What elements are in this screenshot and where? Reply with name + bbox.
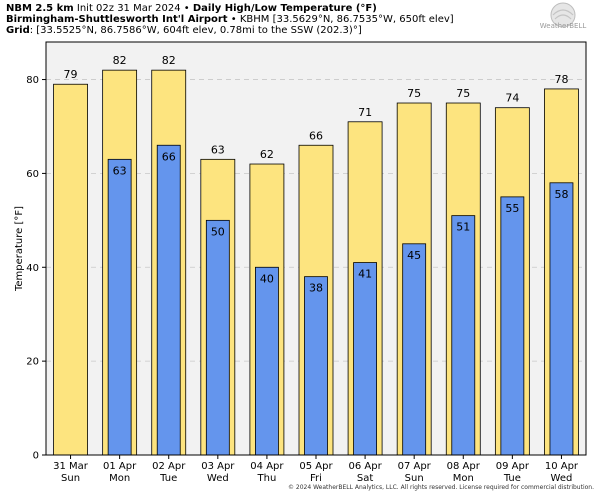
- copyright-notice: © 2024 WeatherBELL Analytics, LLC. All r…: [288, 484, 594, 491]
- x-tick-day: Mon: [453, 473, 474, 484]
- x-tick-day: Fri: [310, 473, 322, 484]
- low-temp-label: 41: [358, 268, 372, 281]
- low-temp-label: 66: [162, 150, 176, 163]
- station-info: • KBHM [33.5629°N, 86.7535°W, 650ft elev…: [227, 14, 454, 25]
- header-line-1: NBM 2.5 km Init 02z 31 Mar 2024 • Daily …: [6, 3, 377, 15]
- low-temp-label: 45: [407, 249, 421, 262]
- y-tick-label: 60: [26, 169, 39, 180]
- high-temp-label: 62: [260, 148, 274, 161]
- station-name: Birmingham-Shuttlesworth Int'l Airport: [6, 14, 228, 25]
- grid-info: : [33.5525°N, 86.7586°W, 604ft elev, 0.7…: [29, 25, 362, 36]
- x-tick-date: 02 Apr: [152, 461, 186, 472]
- init-time: Init 02z 31 Mar 2024 •: [73, 3, 193, 14]
- x-tick-day: Mon: [109, 473, 130, 484]
- x-tick-date: 06 Apr: [348, 461, 382, 472]
- y-tick-label: 0: [33, 451, 39, 462]
- x-tick-date: 05 Apr: [299, 461, 333, 472]
- x-tick-day: Sun: [405, 473, 424, 484]
- x-tick-day: Wed: [551, 473, 573, 484]
- low-temp-bar: [549, 182, 574, 456]
- low-temp-bar: [500, 196, 525, 456]
- low-temp-label: 55: [505, 202, 519, 215]
- x-tick-day: Wed: [207, 473, 229, 484]
- low-temp-bar: [255, 266, 279, 456]
- x-tick-day: Thu: [257, 473, 277, 484]
- bars: 79 82 63 82 66 63 50 62 40 66 38 71 41 75 45 75 51 74 55 78…: [53, 54, 579, 456]
- x-tick-date: 07 Apr: [398, 461, 432, 472]
- chart-title: Daily High/Low Temperature (°F): [192, 3, 377, 14]
- high-temp-label: 75: [407, 87, 421, 100]
- x-tick-date: 10 Apr: [545, 461, 579, 472]
- x-tick-date: 08 Apr: [447, 461, 481, 472]
- high-temp-label: 66: [309, 129, 323, 142]
- high-temp-label: 82: [113, 54, 127, 67]
- high-temp-bar: [53, 83, 88, 456]
- x-tick-day: Sun: [61, 473, 80, 484]
- low-temp-bar: [107, 158, 132, 456]
- high-temp-label: 71: [358, 106, 372, 119]
- x-tick-day: Sat: [357, 473, 373, 484]
- x-tick-date: 01 Apr: [103, 461, 137, 472]
- low-temp-label: 38: [309, 282, 323, 295]
- high-temp-label: 75: [456, 87, 470, 100]
- high-temp-label: 79: [64, 68, 78, 81]
- x-tick-date: 09 Apr: [496, 461, 530, 472]
- header-line-3: Grid: [33.5525°N, 86.7586°W, 604ft elev,…: [6, 25, 362, 37]
- grid-label: Grid: [6, 25, 30, 36]
- logo-text: WeatherBELL: [540, 22, 587, 30]
- low-temp-label: 40: [260, 272, 274, 285]
- low-temp-bar: [353, 262, 377, 456]
- low-temp-label: 63: [113, 164, 127, 177]
- y-axis: 0 20 40 60 80: [26, 75, 46, 462]
- high-temp-label: 82: [162, 54, 176, 67]
- model-name: NBM 2.5 km: [6, 3, 74, 14]
- x-tick-date: 31 Mar: [53, 461, 89, 472]
- x-tick-day: Tue: [503, 473, 521, 484]
- header-line-2: Birmingham-Shuttlesworth Int'l Airport •…: [6, 14, 454, 26]
- weatherbell-logo: WeatherBELL: [540, 2, 587, 30]
- y-axis-label: Temperature [°F]: [14, 206, 25, 292]
- low-temp-label: 58: [554, 188, 568, 201]
- low-temp-bar: [402, 243, 427, 456]
- high-temp-label: 63: [211, 143, 225, 156]
- low-temp-bar: [451, 215, 476, 456]
- low-temp-bar: [205, 219, 230, 456]
- low-temp-label: 50: [211, 225, 225, 238]
- y-tick-label: 80: [26, 75, 39, 86]
- high-temp-label: 78: [554, 73, 568, 86]
- low-temp-bar: [156, 144, 181, 456]
- high-temp-label: 74: [505, 92, 519, 105]
- x-tick-date: 04 Apr: [250, 461, 284, 472]
- low-temp-bar: [304, 276, 328, 456]
- y-tick-label: 20: [26, 357, 39, 368]
- low-temp-label: 51: [456, 221, 470, 234]
- x-tick-day: Tue: [159, 473, 177, 484]
- x-tick-date: 03 Apr: [201, 461, 235, 472]
- y-tick-label: 40: [26, 263, 39, 274]
